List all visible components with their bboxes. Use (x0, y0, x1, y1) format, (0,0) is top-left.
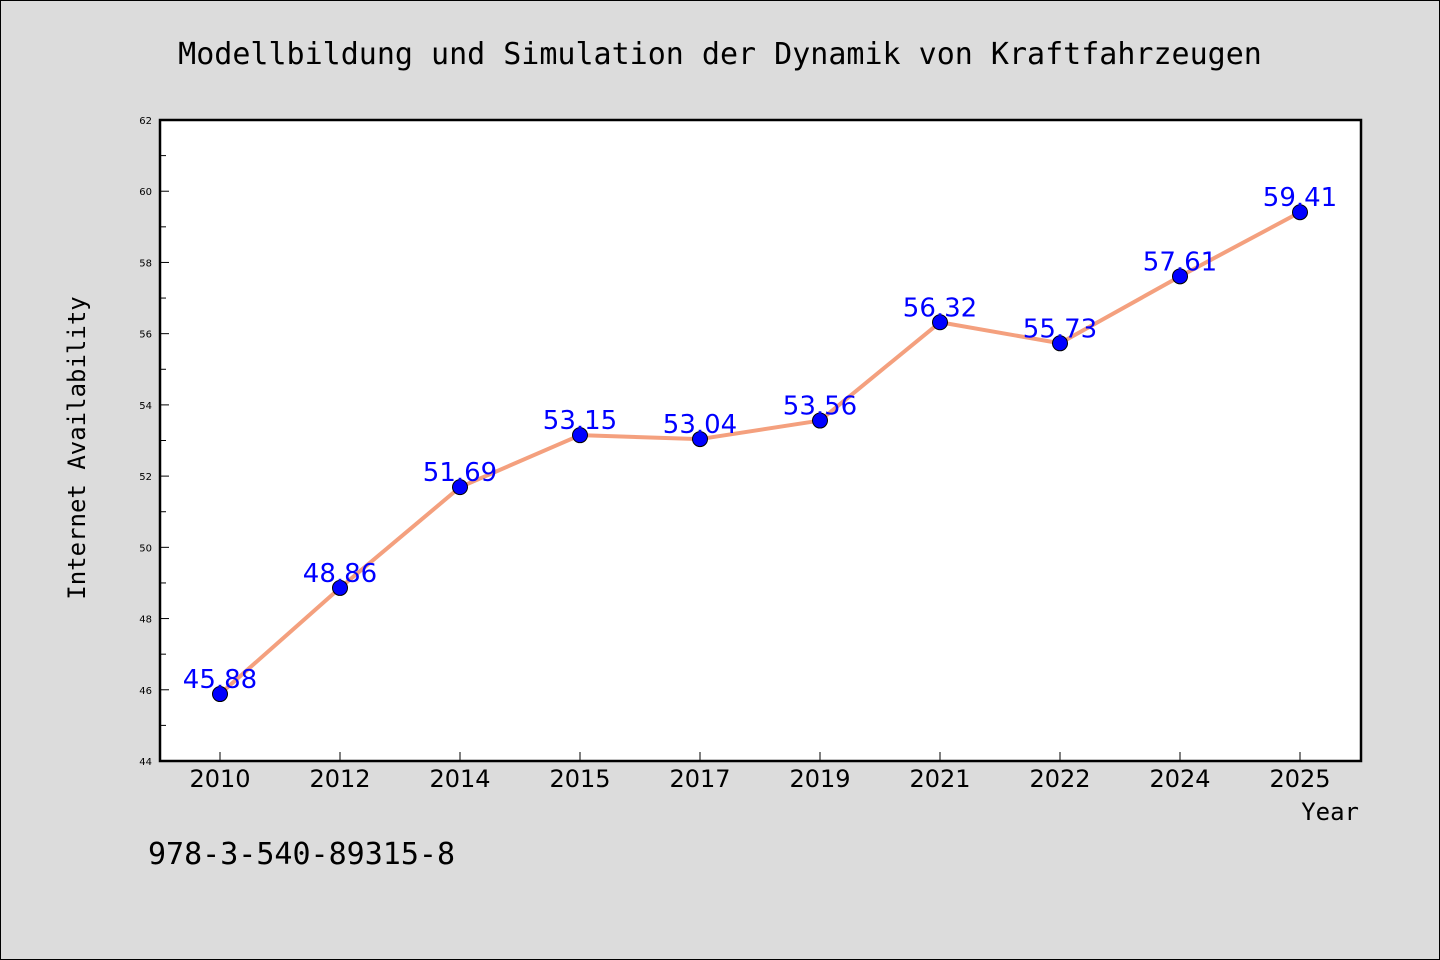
x-tick-label: 2015 (549, 765, 610, 793)
data-label: 56.32 (903, 293, 977, 323)
data-label-layer: 45.88 48.86 51.69 53.15 53.04 53.56 56.32 55.73… (183, 183, 1337, 695)
y-tick-label: 50 (139, 543, 152, 554)
y-tick-label: 58 (139, 258, 152, 269)
isbn-annotation: 978-3-540-89315-8 (148, 837, 455, 872)
x-tick-label: 2010 (189, 765, 250, 793)
y-tick-label: 52 (139, 472, 152, 483)
y-axis-label: Internet Availability (63, 296, 91, 599)
x-tick-label: 2017 (669, 765, 730, 793)
data-label: 59.41 (1263, 183, 1337, 213)
data-label: 57.61 (1143, 247, 1217, 277)
data-label: 53.56 (783, 392, 857, 422)
chart-title: Modellbildung und Simulation der Dynamik… (178, 37, 1262, 72)
data-point (1052, 335, 1068, 352)
x-tick-label: 2022 (1029, 765, 1090, 793)
data-point (452, 479, 468, 496)
data-label: 45.88 (183, 665, 257, 695)
data-label: 53.04 (663, 410, 737, 440)
series-layer (212, 204, 1308, 703)
y-tick-label: 46 (139, 686, 152, 697)
y-tick-label: 62 (139, 116, 152, 127)
y-axis: 44 46 48 50 52 54 56 58 60 62 (139, 116, 169, 768)
y-tick-label: 56 (139, 330, 152, 341)
data-point (692, 431, 708, 448)
data-point (572, 427, 588, 444)
y-tick-label: 48 (139, 615, 152, 626)
x-tick-label: 2024 (1149, 765, 1210, 793)
data-point (212, 686, 228, 703)
data-label: 55.73 (1023, 314, 1097, 344)
data-label: 51.69 (423, 458, 497, 488)
data-label: 53.15 (543, 406, 617, 436)
x-tick-label: 2025 (1269, 765, 1330, 793)
plot-area (158, 118, 1363, 763)
data-point (1172, 268, 1188, 285)
data-point (932, 314, 948, 331)
x-tick-label: 2012 (309, 765, 370, 793)
x-tick-label: 2019 (789, 765, 850, 793)
x-axis: 2010 2012 2014 2015 2017 2019 2021 2022 2024 2025 (189, 752, 1331, 793)
y-tick-label: 44 (139, 757, 152, 768)
series-line (218, 210, 1302, 697)
y-tick-label: 60 (139, 187, 152, 198)
data-point (332, 579, 348, 596)
data-label: 48.86 (303, 559, 377, 589)
data-point (1292, 204, 1308, 221)
x-axis-label: Year (1301, 798, 1359, 826)
x-tick-label: 2014 (429, 765, 490, 793)
data-point (812, 412, 828, 429)
x-tick-label: 2021 (909, 765, 970, 793)
y-tick-label: 54 (139, 401, 152, 412)
